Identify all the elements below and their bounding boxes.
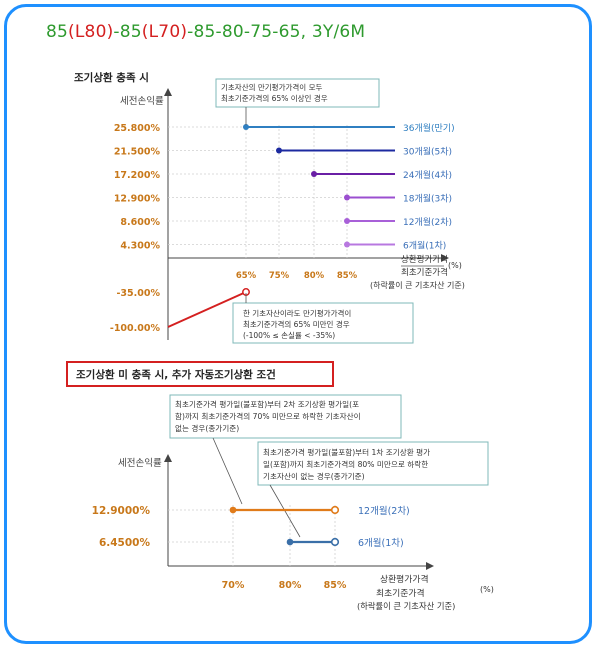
chart1-series-point <box>243 124 249 130</box>
chart1-annotation-2-line-2: 최초기준가격의 65% 미만인 경우 <box>243 319 350 329</box>
chart1-series-label: 18개월(3차) <box>403 193 452 205</box>
chart1-y-tick-label: 8.600% <box>120 217 160 228</box>
chart1-series-label: 36개월(만기) <box>403 122 455 134</box>
chart1-gridlines <box>168 125 395 258</box>
chart2-x-unit: (%) <box>480 585 494 594</box>
chart1-annotation-1-line-1: 기초자산의 만기평가가격이 모두 <box>221 82 322 92</box>
chart1-annotation-1-line-2: 최초기준가격의 65% 이상인 경우 <box>221 93 328 103</box>
chart2-title-box <box>66 361 334 387</box>
chart2-x-tick-label: 80% <box>279 580 302 591</box>
chart1-series-label: 12개월(2차) <box>403 216 452 228</box>
chart2-annotation-2-line-1: 최초기준가격 평가일(불포함)부터 1차 조기상환 평가 <box>263 447 430 457</box>
chart1-series-label: 24개월(4차) <box>403 169 452 181</box>
chart2-annotation-2-line-3: 기초자산이 없는 경우(종가기준) <box>263 471 365 481</box>
chart1-series-point <box>344 241 350 248</box>
chart1-y-tick-label: 12.900% <box>114 194 161 205</box>
chart1-title: 조기상환 충족 시 <box>74 71 149 84</box>
chart1-y-tick-label: 25.800% <box>114 123 161 134</box>
chart2-series-end-point <box>330 537 340 547</box>
chart2-x-note: (하락률이 큰 기초자산 기준) <box>357 601 455 611</box>
page-title: 85(L80)-85(L70)-85-80-75-65, 3Y/6M <box>46 22 366 42</box>
chart1-y-tick-label: -35.00% <box>116 288 160 299</box>
chart1-x-tick-label: 75% <box>269 271 290 281</box>
chart2-x-tick-label: 70% <box>222 580 245 591</box>
chart2-x-tick-label: 85% <box>324 580 347 591</box>
chart2-title: 조기상환 미 충족 시, 추가 자동조기상환 조건 <box>76 368 276 381</box>
chart1-series-point <box>276 147 282 154</box>
chart2-annotation-box-2 <box>257 441 489 486</box>
chart2-y-tick-label: 12.9000% <box>92 505 151 517</box>
chart2-series: 12개월(2차) 6개월(1차) <box>229 505 410 549</box>
chart1-y-tick-label: 4.300% <box>120 241 160 252</box>
chart1-y-label: 세전손익률 <box>120 95 164 107</box>
chart2-y-ticks: 12.9000% 6.4500% <box>92 505 151 549</box>
chart1-x-tick-label: 65% <box>236 271 257 281</box>
chart1-y-tick-label: 17.200% <box>114 170 161 181</box>
chart1-x-label: 상환평가가격 <box>401 254 448 265</box>
chart2-x-label: 상환평가가격 <box>380 573 429 585</box>
chart2-gridlines <box>168 505 336 566</box>
chart2-annotation-1-line-1: 최초기준가격 평가일(불포함)부터 2차 조기상환 평가일(포 <box>175 399 359 409</box>
chart1-annotation-2-line-3: (-100% ≤ 손실률 < -35%) <box>243 330 335 340</box>
chart2-annotation-1-line-2: 함)까지 최초기준가격의 70% 미만으로 하락한 기초자산이 <box>175 411 361 421</box>
chart1-y-tick-label: 21.500% <box>114 147 161 158</box>
chart2-x-ticks: 70% 80% 85% <box>222 580 347 591</box>
chart1-y-ticks: 25.800% 21.500% 17.200% 12.900% 8.600% 4.300%… <box>110 123 161 334</box>
chart2-series-label: 12개월(2차) <box>358 505 410 517</box>
chart2-series-end-point <box>330 505 340 515</box>
chart1-annotation-box-1 <box>215 78 380 108</box>
chart1-x-tick-label: 85% <box>337 271 358 281</box>
chart1-series-point <box>344 194 350 201</box>
chart2-x-label2: 최초기준가격 <box>376 587 425 599</box>
chart2-series-start-point <box>229 506 237 514</box>
chart1-y-tick-label: -100.00% <box>110 323 161 334</box>
chart2-y-tick-label: 6.4500% <box>99 537 151 549</box>
chart2-y-label: 세전손익률 <box>118 457 162 469</box>
chart1-series-label: 6개월(1차) <box>403 240 446 252</box>
chart1-series: 36개월(만기) 30개월(5차) 24개월(4차) 18개월(3차) 12개월(2차)… <box>167 122 455 328</box>
chart2-series-start-point <box>286 538 294 546</box>
chart1-series-point <box>344 218 350 224</box>
chart2-annotation-2-line-2: 일(포함)까지 최초기준가격의 80% 미만으로 하락한 <box>263 459 428 469</box>
chart1-loss-line <box>167 291 247 328</box>
chart2-series-label: 6개월(1차) <box>358 537 404 549</box>
image-frame <box>4 4 592 644</box>
chart2-annotation-1-line-3: 없는 경우(종가기준) <box>175 423 239 433</box>
chart2-annotation-box-1 <box>169 394 402 439</box>
chart1-series-label: 30개월(5차) <box>403 146 452 158</box>
chart1-x-tick-label: 80% <box>304 271 325 281</box>
chart1-x-note: (하락률이 큰 기초자산 기준) <box>370 280 465 290</box>
chart1-series-point <box>311 171 317 177</box>
chart2-annotation-1-pointer <box>212 437 243 505</box>
chart1-annotation-2-line-1: 한 기초자산이라도 만기평가가격이 <box>243 308 351 318</box>
chart1-x-label2: 최초기준가격 <box>401 267 448 278</box>
chart1-x-unit: (%) <box>448 261 462 270</box>
chart1-x-ticks: 65% 75% 80% 85% <box>236 271 358 281</box>
chart1-annotation-box-2 <box>232 302 414 344</box>
